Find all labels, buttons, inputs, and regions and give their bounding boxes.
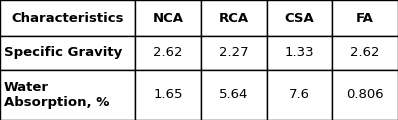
Bar [201,0,267,36]
Bar [201,70,267,120]
Bar [135,0,201,36]
Text: 1.33: 1.33 [285,46,314,59]
Text: 2.62: 2.62 [153,46,183,59]
Bar [135,36,201,70]
Bar [0,70,135,120]
Bar [332,70,398,120]
Text: 1.65: 1.65 [153,88,183,101]
Bar [267,70,332,120]
Bar [332,36,398,70]
Text: Characteristics: Characteristics [12,12,124,24]
Text: 2.27: 2.27 [219,46,249,59]
Text: 2.62: 2.62 [350,46,380,59]
Text: CSA: CSA [285,12,314,24]
Bar [267,0,332,36]
Bar [267,36,332,70]
Text: Specific Gravity: Specific Gravity [4,46,122,59]
Text: FA: FA [356,12,374,24]
Bar [135,70,201,120]
Bar [201,36,267,70]
Text: 0.806: 0.806 [346,88,384,101]
Bar [0,36,135,70]
Text: 5.64: 5.64 [219,88,248,101]
Bar [0,0,135,36]
Text: 7.6: 7.6 [289,88,310,101]
Text: Water
Absorption, %: Water Absorption, % [4,81,109,109]
Text: NCA: NCA [153,12,183,24]
Text: RCA: RCA [219,12,249,24]
Bar [332,0,398,36]
